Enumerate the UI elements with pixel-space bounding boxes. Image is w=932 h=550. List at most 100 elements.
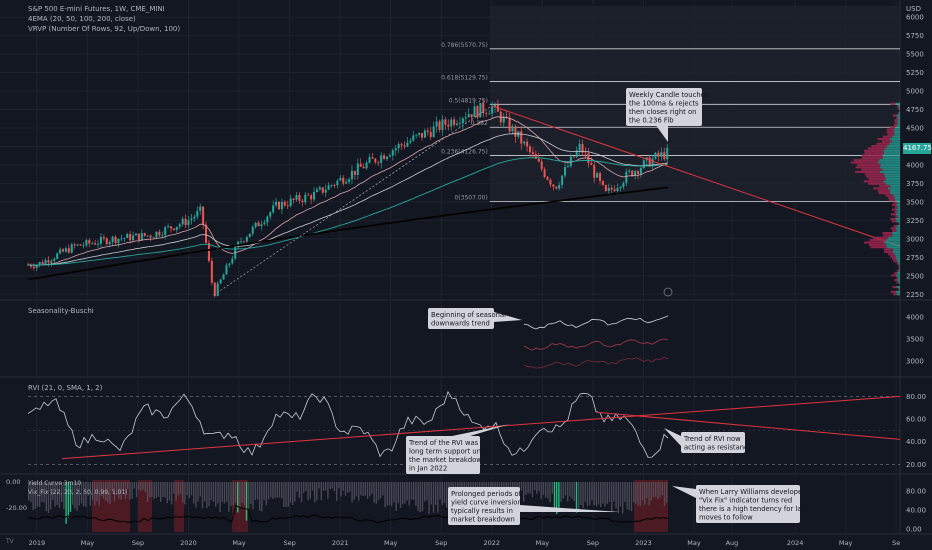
- volume-profile-bar-down: [891, 203, 897, 206]
- ema-legend[interactable]: 4EMA (20, 50, 100, 200, close): [28, 15, 136, 23]
- vixfix-bar: [67, 482, 69, 518]
- candle-body: [549, 179, 552, 185]
- volume-profile-bar-down: [882, 231, 893, 235]
- inversion-zone: [174, 480, 184, 532]
- annotation-box: [626, 88, 702, 126]
- vixfix-bar: [85, 482, 87, 507]
- vixfix-bar: [655, 482, 657, 498]
- vixfix-bar: [318, 482, 320, 489]
- candle-body: [111, 236, 114, 242]
- vixfix-bar: [391, 482, 393, 507]
- vixfix-bar: [556, 482, 558, 514]
- vixfix-bar: [344, 482, 347, 496]
- candle-body: [73, 244, 76, 246]
- candle-body: [301, 200, 304, 203]
- volume-profile-bar-up: [892, 135, 900, 138]
- vixfix-bar: [527, 482, 529, 494]
- vixfix-bar: [545, 482, 547, 498]
- volume-profile-bar-down: [897, 105, 899, 108]
- vixfix-bar: [432, 482, 435, 513]
- candle-body: [210, 260, 213, 283]
- vrvp-legend[interactable]: VRVP (Number Of Rows, 92, Up/Down, 100): [28, 25, 181, 33]
- candle-body: [129, 233, 132, 241]
- vixfix-bar: [69, 482, 72, 512]
- price-tick-label: 2250: [906, 291, 924, 299]
- annotation-text: market breakdown: [451, 516, 515, 524]
- candle-body: [590, 163, 593, 166]
- volume-profile-bar-down: [868, 177, 886, 181]
- candle-body: [187, 220, 190, 226]
- vixfix-bar: [578, 482, 580, 510]
- vixfix-bar: [111, 482, 113, 492]
- vixfix-bar: [206, 482, 208, 509]
- vixfix-bar: [347, 482, 349, 493]
- vixfix-bar: [228, 482, 230, 512]
- vixfix-bar: [50, 482, 52, 510]
- volume-profile-bar-up: [886, 239, 900, 242]
- vixfix-bar: [567, 482, 569, 502]
- vixfix-bar: [133, 482, 135, 489]
- vixfix-bar: [666, 482, 668, 503]
- vixfix-bar: [564, 482, 567, 496]
- candle-body: [648, 157, 651, 167]
- candle-body: [566, 166, 569, 168]
- symbol-title[interactable]: S&P 500 E-mini Futures, 1W, CME_MINI: [28, 5, 165, 13]
- vixfix-bar: [78, 482, 80, 506]
- volume-profile-bar-down: [894, 210, 898, 214]
- vixfix-bar: [584, 482, 586, 502]
- vixfix-bar: [234, 482, 237, 503]
- ema-50-line: [27, 133, 668, 266]
- vixfix-bar: [661, 482, 663, 496]
- time-tick-label: Sep: [283, 539, 295, 547]
- volume-profile-bar-down: [890, 227, 896, 230]
- candle-body: [140, 233, 143, 241]
- candle-body: [169, 226, 173, 229]
- vixfix-bar: [362, 482, 364, 497]
- candle-body: [143, 233, 146, 236]
- vixfix-bar: [283, 482, 285, 508]
- vixfix-bar: [113, 482, 116, 502]
- yield-curve-line: [27, 504, 669, 524]
- candle-body: [251, 226, 254, 234]
- seasonality-legend[interactable]: Seasonality-Buschi: [28, 307, 94, 315]
- annotation-box: [448, 487, 520, 525]
- candle-body: [132, 235, 135, 241]
- candle-body: [406, 142, 409, 147]
- rvi-legend[interactable]: RVI (21, 0, SMA, 1, 2): [28, 384, 103, 392]
- vixfix-bar: [529, 482, 531, 494]
- tradingview-logo[interactable]: TV: [6, 538, 14, 545]
- candle-body: [391, 150, 394, 156]
- vixfix-bar: [146, 482, 149, 502]
- volume-profile-bar-down: [881, 140, 892, 143]
- vixfix-bar: [135, 482, 138, 498]
- vixfix-legend-b[interactable]: Vix_Fix (22, 20, 2, 50, 0.99, 1.01): [28, 489, 128, 496]
- candle-body: [286, 205, 289, 207]
- volume-profile-bar-down: [897, 269, 899, 272]
- vixfix-legend-a[interactable]: Yield Curve 3m10: [28, 480, 82, 487]
- candle-body: [67, 248, 70, 253]
- candle-body: [508, 117, 511, 132]
- vixfix-bar: [408, 482, 410, 506]
- vixfix-bar: [421, 482, 424, 512]
- vixfix-bar: [573, 482, 575, 502]
- volume-profile-bar-up: [890, 184, 900, 188]
- candle-body: [353, 170, 356, 175]
- time-tick-label: Sep: [587, 539, 599, 547]
- vixfix-bar: [353, 482, 355, 500]
- vixfix-bar: [338, 482, 340, 489]
- candle-body: [196, 210, 199, 217]
- volume-profile-bar-down: [894, 206, 898, 209]
- candle-body: [634, 171, 637, 176]
- volume-profile-bar-down: [884, 250, 893, 253]
- volume-profile-bar-up: [894, 128, 900, 131]
- candle-body: [651, 158, 654, 167]
- volume-profile-bar-up: [887, 187, 900, 190]
- vixfix-bar: [164, 482, 166, 498]
- vixfix-bar: [446, 482, 448, 508]
- volume-profile-bar-down: [889, 126, 896, 129]
- volume-profile-bar-up: [897, 121, 900, 124]
- vixfix-bar: [646, 482, 648, 498]
- vixfix-bar: [600, 482, 602, 507]
- candle-body: [388, 155, 391, 157]
